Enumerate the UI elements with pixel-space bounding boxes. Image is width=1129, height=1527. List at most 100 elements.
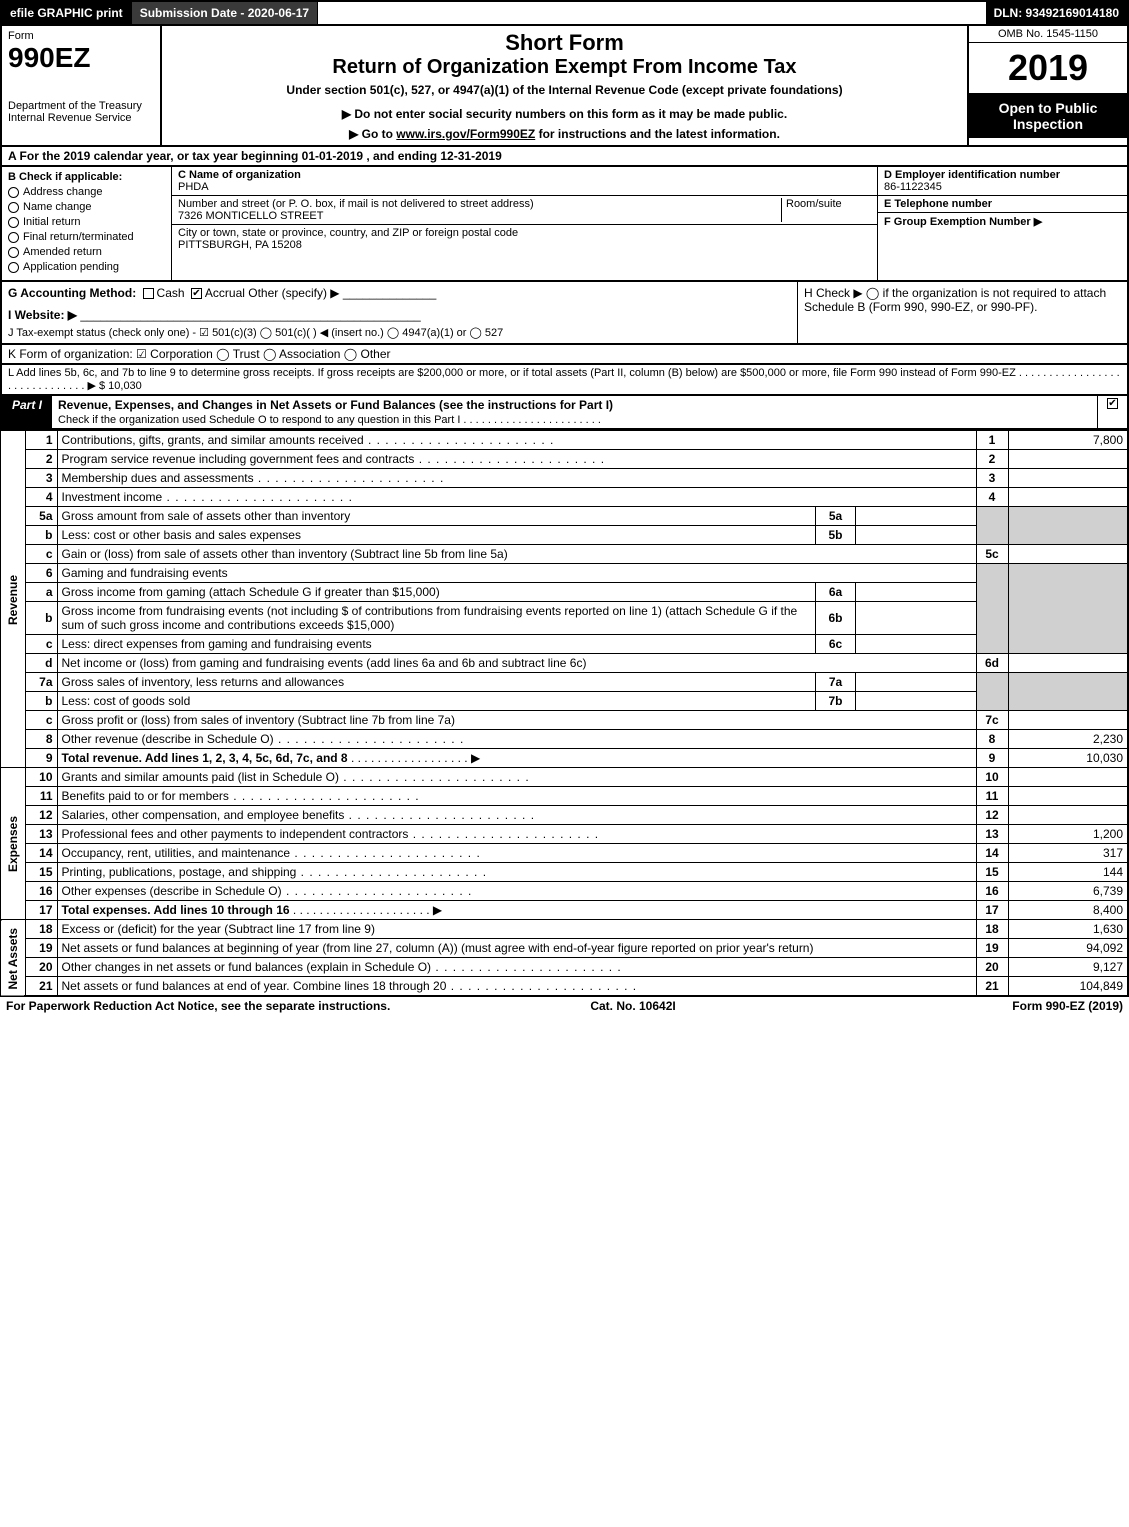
line-1-val: 7,800 bbox=[1008, 431, 1128, 450]
form-header: Form 990EZ Department of the Treasury In… bbox=[0, 26, 1129, 147]
form-number: 990EZ bbox=[8, 42, 154, 74]
g-other: Other (specify) ▶ bbox=[248, 286, 339, 300]
chk-application-pending[interactable] bbox=[8, 262, 19, 273]
line-10-val bbox=[1008, 768, 1128, 787]
row-k: K Form of organization: ☑ Corporation ◯ … bbox=[0, 345, 1129, 365]
line-21-text: Net assets or fund balances at end of ye… bbox=[57, 977, 976, 997]
line-13-text: Professional fees and other payments to … bbox=[57, 825, 976, 844]
part-1-header: Part I Revenue, Expenses, and Changes in… bbox=[0, 396, 1129, 430]
line-7a-text: Gross sales of inventory, less returns a… bbox=[58, 673, 816, 691]
line-9-val: 10,030 bbox=[1008, 749, 1128, 768]
opt-initial-return: Initial return bbox=[23, 216, 80, 228]
form-word: Form bbox=[8, 30, 154, 42]
opt-name-change: Name change bbox=[23, 201, 92, 213]
row-a-period: A For the 2019 calendar year, or tax yea… bbox=[0, 147, 1129, 167]
city-value: PITTSBURGH, PA 15208 bbox=[178, 239, 302, 251]
line-19-text: Net assets or fund balances at beginning… bbox=[57, 939, 976, 958]
row-g: G Accounting Method: Cash Accrual Other … bbox=[8, 286, 791, 300]
line-5a-text: Gross amount from sale of assets other t… bbox=[58, 507, 816, 525]
i-label: I Website: ▶ bbox=[8, 308, 77, 322]
line-19-val: 94,092 bbox=[1008, 939, 1128, 958]
chk-accrual[interactable] bbox=[191, 288, 202, 299]
addr-label: Number and street (or P. O. box, if mail… bbox=[178, 198, 534, 210]
line-14-text: Occupancy, rent, utilities, and maintena… bbox=[57, 844, 976, 863]
form-title: Return of Organization Exempt From Incom… bbox=[170, 56, 959, 79]
box-b: B Check if applicable: Address change Na… bbox=[2, 167, 172, 280]
chk-schedule-o[interactable] bbox=[1107, 398, 1118, 409]
opt-amended-return: Amended return bbox=[23, 246, 102, 258]
city-label: City or town, state or province, country… bbox=[178, 227, 518, 239]
chk-initial-return[interactable] bbox=[8, 217, 19, 228]
g-cash: Cash bbox=[157, 286, 185, 300]
row-l: L Add lines 5b, 6c, and 7b to line 9 to … bbox=[0, 365, 1129, 396]
form-title-box: Short Form Return of Organization Exempt… bbox=[162, 26, 967, 145]
line-17-text: Total expenses. Add lines 10 through 16 bbox=[62, 903, 290, 917]
chk-address-change[interactable] bbox=[8, 187, 19, 198]
box-b-header: B Check if applicable: bbox=[8, 171, 165, 183]
open-public-label: Open to Public Inspection bbox=[969, 94, 1127, 138]
form-subtitle-2: ▶ Do not enter social security numbers o… bbox=[170, 107, 959, 121]
line-7c-text: Gross profit or (loss) from sales of inv… bbox=[57, 711, 976, 730]
line-20-val: 9,127 bbox=[1008, 958, 1128, 977]
line-6d-text: Net income or (loss) from gaming and fun… bbox=[57, 654, 976, 673]
dept-label: Department of the Treasury Internal Reve… bbox=[8, 100, 154, 124]
line-21-val: 104,849 bbox=[1008, 977, 1128, 997]
line-3-val bbox=[1008, 469, 1128, 488]
chk-amended-return[interactable] bbox=[8, 247, 19, 258]
line-8-text: Other revenue (describe in Schedule O) bbox=[57, 730, 976, 749]
line-1-text: Contributions, gifts, grants, and simila… bbox=[57, 431, 976, 450]
line-12-val bbox=[1008, 806, 1128, 825]
line-11-text: Benefits paid to or for members bbox=[57, 787, 976, 806]
form-subtitle-1: Under section 501(c), 527, or 4947(a)(1)… bbox=[170, 83, 959, 97]
line-6d-val bbox=[1008, 654, 1128, 673]
line-2-text: Program service revenue including govern… bbox=[57, 450, 976, 469]
line-5c-text: Gain or (loss) from sale of assets other… bbox=[57, 545, 976, 564]
opt-address-change: Address change bbox=[23, 186, 103, 198]
part-1-title-text: Revenue, Expenses, and Changes in Net As… bbox=[58, 398, 613, 412]
top-bar: efile GRAPHIC print Submission Date - 20… bbox=[0, 0, 1129, 26]
footer-left: For Paperwork Reduction Act Notice, see … bbox=[6, 999, 390, 1013]
form-id-box: Form 990EZ Department of the Treasury In… bbox=[2, 26, 162, 145]
line-4-val bbox=[1008, 488, 1128, 507]
line-16-text: Other expenses (describe in Schedule O) bbox=[57, 882, 976, 901]
opt-application-pending: Application pending bbox=[23, 261, 119, 273]
chk-name-change[interactable] bbox=[8, 202, 19, 213]
chk-cash[interactable] bbox=[143, 288, 154, 299]
footer-mid: Cat. No. 10642I bbox=[590, 999, 675, 1013]
side-expenses: Expenses bbox=[1, 768, 25, 920]
part-1-sub: Check if the organization used Schedule … bbox=[58, 414, 601, 426]
line-20-text: Other changes in net assets or fund bala… bbox=[57, 958, 976, 977]
line-6-text: Gaming and fundraising events bbox=[57, 564, 976, 583]
submission-date: Submission Date - 2020-06-17 bbox=[132, 2, 318, 24]
line-9-text: Total revenue. Add lines 1, 2, 3, 4, 5c,… bbox=[62, 751, 348, 765]
line-14-val: 317 bbox=[1008, 844, 1128, 863]
tel-label: E Telephone number bbox=[884, 198, 992, 210]
line-15-val: 144 bbox=[1008, 863, 1128, 882]
line-6b-text: Gross income from fundraising events (no… bbox=[58, 602, 816, 634]
group-exemption-label: F Group Exemption Number ▶ bbox=[884, 216, 1042, 228]
footer-right: Form 990-EZ (2019) bbox=[1012, 999, 1123, 1013]
meta-block: B Check if applicable: Address change Na… bbox=[0, 167, 1129, 282]
opt-final-return: Final return/terminated bbox=[23, 231, 134, 243]
line-8-val: 2,230 bbox=[1008, 730, 1128, 749]
line-7b-text: Less: cost of goods sold bbox=[58, 692, 816, 710]
short-form-label: Short Form bbox=[170, 30, 959, 56]
sub3-pre: ▶ Go to bbox=[349, 127, 396, 141]
line-5b-text: Less: cost or other basis and sales expe… bbox=[58, 526, 816, 544]
g-accrual: Accrual bbox=[205, 286, 245, 300]
chk-final-return[interactable] bbox=[8, 232, 19, 243]
box-d-e-f: D Employer identification number 86-1122… bbox=[877, 167, 1127, 280]
line-18-val: 1,630 bbox=[1008, 920, 1128, 939]
line-15-text: Printing, publications, postage, and shi… bbox=[57, 863, 976, 882]
efile-label[interactable]: efile GRAPHIC print bbox=[2, 2, 132, 24]
row-j: J Tax-exempt status (check only one) - ☑… bbox=[8, 326, 791, 339]
part-1-label: Part I bbox=[2, 396, 52, 428]
tax-year: 2019 bbox=[969, 43, 1127, 94]
line-18-text: Excess or (deficit) for the year (Subtra… bbox=[57, 920, 976, 939]
omb-number: OMB No. 1545-1150 bbox=[969, 26, 1127, 43]
line-6a-text: Gross income from gaming (attach Schedul… bbox=[58, 583, 816, 601]
org-name: PHDA bbox=[178, 181, 209, 193]
revenue-table: Revenue 1Contributions, gifts, grants, a… bbox=[0, 430, 1129, 997]
line-17-val: 8,400 bbox=[1008, 901, 1128, 920]
irs-link[interactable]: www.irs.gov/Form990EZ bbox=[396, 127, 535, 141]
